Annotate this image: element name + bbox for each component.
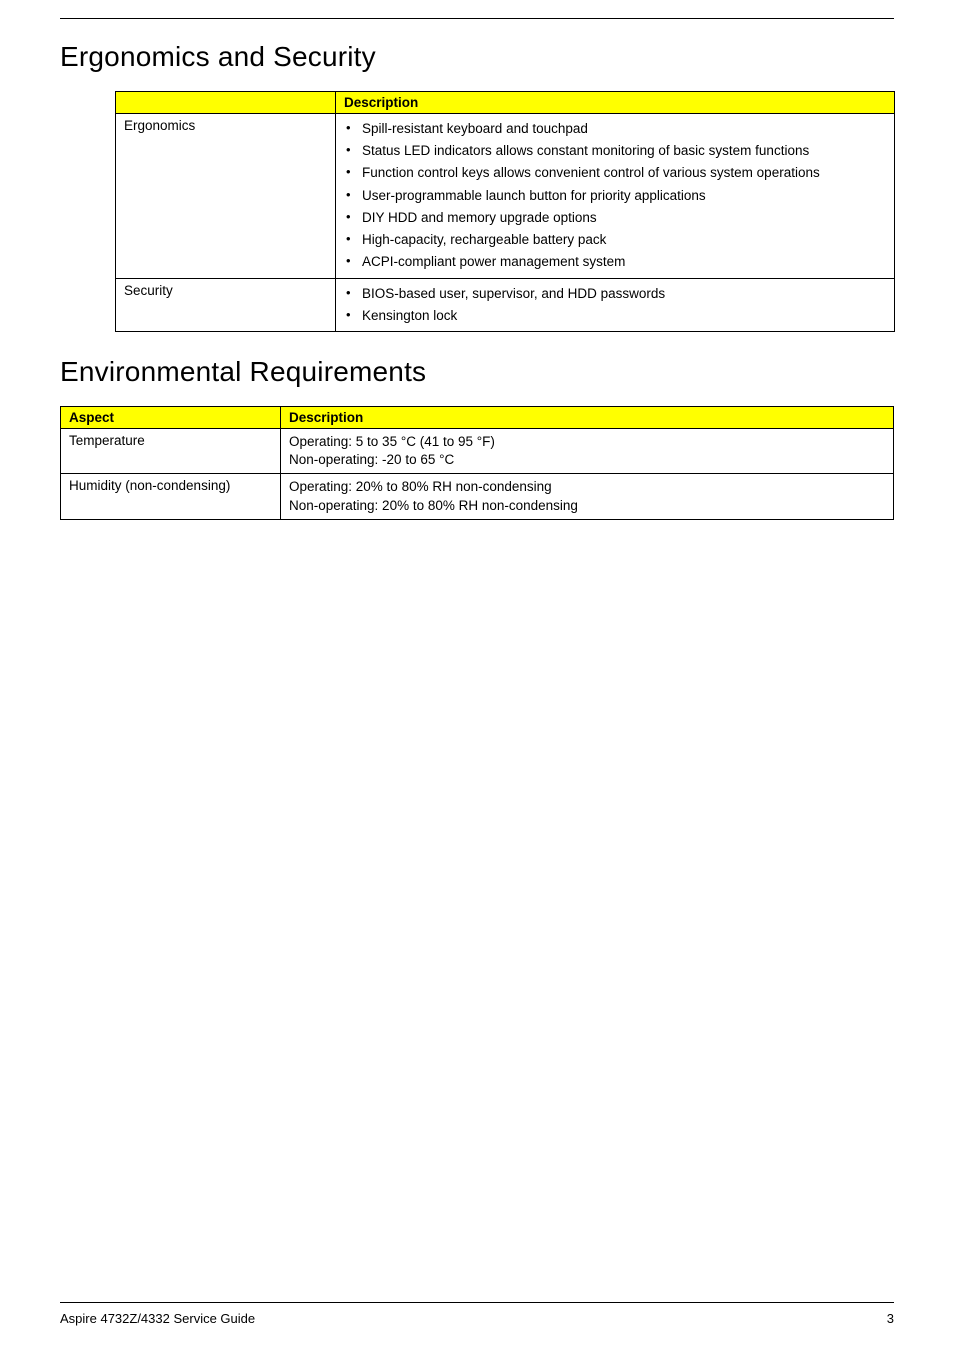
heading-ergonomics-security: Ergonomics and Security: [60, 41, 894, 73]
bullet-list: Spill-resistant keyboard and touchpad St…: [344, 118, 886, 274]
row-desc-temperature: Operating: 5 to 35 °C (41 to 95 °F) Non-…: [281, 428, 894, 473]
footer-row: Aspire 4732Z/4332 Service Guide 3: [60, 1311, 894, 1326]
desc-line: Non-operating: -20 to 65 °C: [289, 451, 885, 469]
th-description: Description: [336, 92, 895, 114]
row-desc-ergonomics: Spill-resistant keyboard and touchpad St…: [336, 114, 895, 279]
list-item: User-programmable launch button for prio…: [344, 185, 886, 207]
footer-right: 3: [887, 1311, 894, 1326]
table-row: Security BIOS-based user, supervisor, an…: [116, 278, 895, 331]
list-item: Kensington lock: [344, 305, 886, 327]
list-item: Status LED indicators allows constant mo…: [344, 140, 886, 162]
table-row: Humidity (non-condensing) Operating: 20%…: [61, 474, 894, 519]
th-blank: [116, 92, 336, 114]
list-item: High-capacity, rechargeable battery pack: [344, 229, 886, 251]
row-label-humidity: Humidity (non-condensing): [61, 474, 281, 519]
list-item: ACPI-compliant power management system: [344, 251, 886, 273]
table-row: Temperature Operating: 5 to 35 °C (41 to…: [61, 428, 894, 473]
table-header-row: Aspect Description: [61, 406, 894, 428]
row-label-security: Security: [116, 278, 336, 331]
desc-line: Operating: 5 to 35 °C (41 to 95 °F): [289, 433, 885, 451]
row-label-temperature: Temperature: [61, 428, 281, 473]
row-desc-security: BIOS-based user, supervisor, and HDD pas…: [336, 278, 895, 331]
table-environmental-requirements: Aspect Description Temperature Operating…: [60, 406, 894, 520]
th-description: Description: [281, 406, 894, 428]
heading-environmental-requirements: Environmental Requirements: [60, 356, 894, 388]
page: Ergonomics and Security Description Ergo…: [0, 18, 954, 1354]
table-header-row: Description: [116, 92, 895, 114]
page-footer: Aspire 4732Z/4332 Service Guide 3: [60, 1302, 894, 1326]
footer-left: Aspire 4732Z/4332 Service Guide: [60, 1311, 255, 1326]
desc-line: Operating: 20% to 80% RH non-condensing: [289, 478, 885, 496]
th-aspect: Aspect: [61, 406, 281, 428]
list-item: Spill-resistant keyboard and touchpad: [344, 118, 886, 140]
row-desc-humidity: Operating: 20% to 80% RH non-condensing …: [281, 474, 894, 519]
row-label-ergonomics: Ergonomics: [116, 114, 336, 279]
table-ergonomics-security: Description Ergonomics Spill-resistant k…: [115, 91, 895, 332]
desc-line: Non-operating: 20% to 80% RH non-condens…: [289, 497, 885, 515]
list-item: DIY HDD and memory upgrade options: [344, 207, 886, 229]
bullet-list: BIOS-based user, supervisor, and HDD pas…: [344, 283, 886, 327]
table-row: Ergonomics Spill-resistant keyboard and …: [116, 114, 895, 279]
list-item: BIOS-based user, supervisor, and HDD pas…: [344, 283, 886, 305]
footer-rule: [60, 1302, 894, 1303]
list-item: Function control keys allows convenient …: [344, 162, 886, 184]
top-rule: [60, 18, 894, 19]
